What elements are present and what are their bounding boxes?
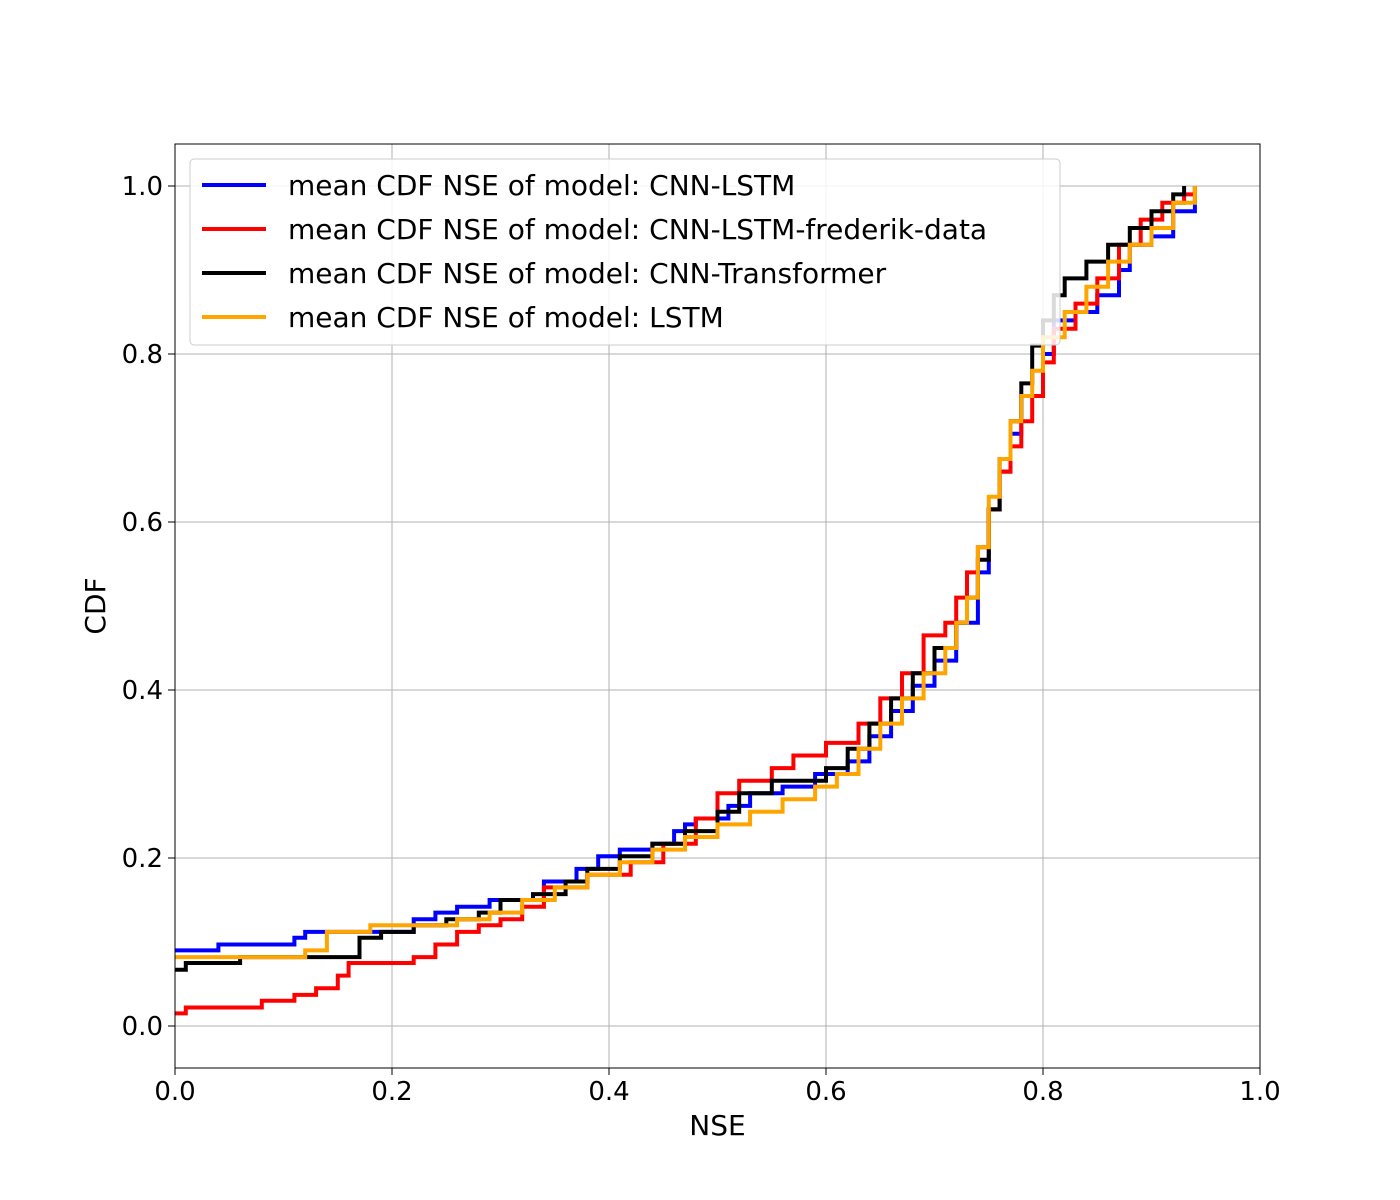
legend-label-3: mean CDF NSE of model: CNN-Transformer [288,257,887,290]
x-tick-label: 0.4 [588,1077,629,1107]
x-tick-label: 1.0 [1239,1077,1280,1107]
legend-label-2: mean CDF NSE of model: CNN-LSTM-frederik… [288,213,987,246]
legend-box [189,158,1061,346]
legend-label-1: mean CDF NSE of model: CNN-LSTM [288,169,795,202]
y-tick-label: 0.8 [122,340,163,370]
x-tick-label: 0.2 [371,1077,412,1107]
series-line-4 [175,186,1197,960]
legend: mean CDF NSE of model: CNN-LSTM mean CDF … [189,158,1061,346]
ticks: 0.0 0.2 0.4 0.6 0.8 1.0 0.0 0.2 0.4 0.6 0.8 1.0 [122,172,1281,1107]
series-line-2 [175,186,1197,1016]
x-axis-label: NSE [689,1109,745,1142]
x-tick-label: 0.0 [154,1077,195,1107]
series-line-1 [175,186,1197,953]
y-tick-label: 0.6 [122,508,163,538]
y-axis-label: CDF [79,577,112,634]
x-tick-label: 0.8 [1022,1077,1063,1107]
y-tick-label: 0.4 [122,676,163,706]
plot-frame [174,143,1261,1069]
y-tick-label: 1.0 [122,172,163,202]
y-tick-label: 0.0 [122,1012,163,1042]
x-tick-label: 0.6 [805,1077,846,1107]
legend-label-4: mean CDF NSE of model: LSTM [288,301,724,334]
y-tick-label: 0.2 [122,844,163,874]
